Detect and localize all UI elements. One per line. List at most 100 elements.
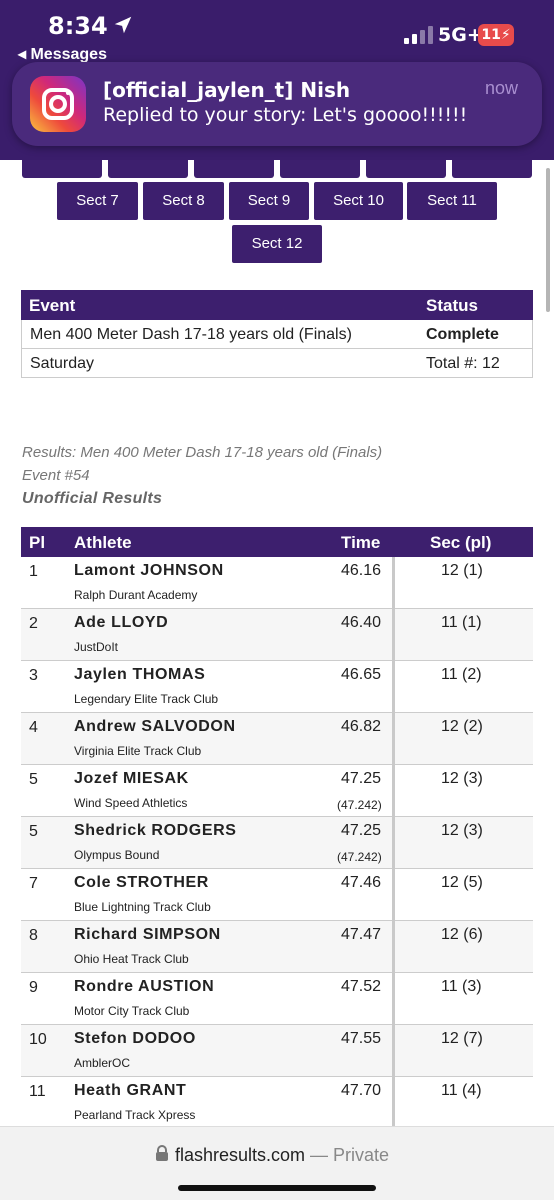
section-place-cell: 12 (3) [441, 770, 483, 787]
section-place-cell: 11 (1) [441, 614, 482, 631]
location-arrow-icon [114, 16, 132, 34]
private-mode-label: — Private [305, 1145, 390, 1165]
results-table-body: 1 Lamont JOHNSON 46.16 12 (1) Ralph Durant A… [21, 557, 533, 1129]
battery-level: 11 [481, 27, 501, 43]
pl-header: Pl [29, 533, 46, 552]
time-cell: 46.40 [341, 614, 382, 631]
athlete-name: Lamont JOHNSON [74, 562, 224, 579]
event-total: Total #: 12 [426, 355, 500, 372]
notification-time: now [484, 78, 518, 98]
athlete-header: Athlete [74, 533, 132, 552]
team-name: Wind Speed Athletics [74, 796, 188, 810]
table-row: 3 Jaylen THOMAS 46.65 11 (2) Legendary Elite… [21, 661, 533, 713]
table-row: 5 Jozef MIESAK 47.25 12 (3) Wind Speed Athle… [21, 765, 533, 817]
place-cell: 10 [29, 1031, 47, 1048]
place-cell: 5 [29, 823, 38, 840]
time-cell: 46.16 [341, 562, 382, 579]
table-row: 2 Ade LLOYD 46.40 11 (1) JustDoIt [21, 609, 533, 661]
event-day: Saturday [30, 355, 95, 372]
athlete-name: Heath GRANT [74, 1082, 187, 1099]
time-cell: 47.52 [341, 978, 382, 995]
instagram-icon [30, 76, 86, 132]
table-row: 11 Heath GRANT 47.70 11 (4) Pearland Track X… [21, 1077, 533, 1129]
place-cell: 5 [29, 771, 38, 788]
time-cell: 46.65 [341, 666, 382, 683]
team-name: Ralph Durant Academy [74, 588, 198, 602]
section-button-hidden[interactable] [280, 160, 360, 178]
time-cell: 47.46 [341, 874, 382, 891]
section-button-7[interactable]: Sect 7 [57, 182, 138, 220]
section-button-hidden[interactable] [22, 160, 102, 178]
section-button-8[interactable]: Sect 8 [143, 182, 224, 220]
athlete-name: Ade LLOYD [74, 614, 169, 631]
team-name: Legendary Elite Track Club [74, 692, 219, 706]
event-table-header: Event Status [21, 290, 533, 320]
team-name: Olympus Bound [74, 848, 160, 862]
table-row: 8 Richard SIMPSON 47.47 12 (6) Ohio Heat Tra… [21, 921, 533, 973]
team-name: Ohio Heat Track Club [74, 952, 189, 966]
place-cell: 9 [29, 979, 38, 996]
team-name: Virginia Elite Track Club [74, 744, 202, 758]
results-caption: Results: Men 400 Meter Dash 17-18 years … [22, 444, 383, 461]
place-cell: 8 [29, 927, 38, 944]
time-header: Time [341, 533, 381, 552]
results-table-header: Pl Athlete Time Sec (pl) [21, 527, 533, 557]
place-cell: 3 [29, 667, 38, 684]
place-cell: 4 [29, 719, 38, 736]
table-row: 1 Lamont JOHNSON 46.16 12 (1) Ralph Durant A… [21, 557, 533, 609]
place-cell: 7 [29, 875, 38, 892]
section-place-cell: 11 (3) [441, 978, 482, 995]
lock-icon [156, 1145, 168, 1161]
instagram-notification[interactable]: [official_jaylen_t] Nish Replied to your… [12, 62, 542, 146]
time-detail: (47.242) [337, 798, 382, 812]
section-place-cell: 11 (2) [441, 666, 482, 683]
section-place-cell: 12 (5) [441, 874, 483, 891]
team-name: AmblerOC [74, 1056, 131, 1070]
place-cell: 2 [29, 615, 38, 632]
scrollbar[interactable] [546, 168, 550, 312]
section-button-hidden[interactable] [108, 160, 188, 178]
place-cell: 11 [29, 1083, 46, 1100]
time-cell: 47.47 [341, 926, 382, 943]
back-to-messages[interactable]: ◂ Messages [18, 46, 107, 63]
event-header-label: Event [29, 296, 76, 315]
athlete-name: Richard SIMPSON [74, 926, 221, 943]
table-row: 7 Cole STROTHER 47.46 12 (5) Blue Lightning … [21, 869, 533, 921]
unofficial-results-label: Unofficial Results [22, 490, 163, 507]
section-place-cell: 12 (1) [441, 562, 483, 579]
notification-title: [official_jaylen_t] Nish [103, 78, 351, 102]
time-detail: (47.242) [337, 850, 382, 864]
time-cell: 47.55 [341, 1030, 382, 1047]
athlete-name: Jaylen THOMAS [74, 666, 206, 683]
section-place-cell: 12 (7) [441, 1030, 483, 1047]
url-text[interactable]: flashresults.com — Private [175, 1145, 389, 1166]
section-place-cell: 12 (2) [441, 718, 483, 735]
section-button-12[interactable]: Sect 12 [232, 225, 322, 263]
event-status: Complete [426, 326, 499, 343]
athlete-name: Rondre AUSTION [74, 978, 215, 995]
section-button-hidden[interactable] [452, 160, 532, 178]
section-button-hidden[interactable] [366, 160, 446, 178]
table-column-divider [392, 557, 395, 1127]
table-row: 10 Stefon DODOO 47.55 12 (7) AmblerOC [21, 1025, 533, 1077]
clock: 8:34 [48, 12, 108, 40]
time-cell: 47.25 [341, 822, 382, 839]
battery-icon: 11⚡ [478, 24, 514, 46]
team-name: Motor City Track Club [74, 1004, 190, 1018]
sec-header: Sec (pl) [430, 533, 492, 552]
network-type: 5G+ [438, 24, 483, 46]
section-button-9[interactable]: Sect 9 [229, 182, 309, 220]
url-bar[interactable]: flashresults.com — Private [0, 1126, 554, 1200]
notification-body: Replied to your story: Let's goooo!!!!!! [103, 104, 468, 126]
time-cell: 46.82 [341, 718, 382, 735]
event-day-row: Saturday Total #: 12 [21, 349, 533, 378]
url-domain: flashresults.com [175, 1145, 306, 1165]
time-cell: 47.25 [341, 770, 382, 787]
athlete-name: Shedrick RODGERS [74, 822, 237, 839]
home-indicator[interactable] [178, 1185, 376, 1191]
event-row: Men 400 Meter Dash 17-18 years old (Fina… [21, 320, 533, 349]
athlete-name: Stefon DODOO [74, 1030, 196, 1047]
section-button-10[interactable]: Sect 10 [314, 182, 403, 220]
section-button-11[interactable]: Sect 11 [407, 182, 497, 220]
section-button-hidden[interactable] [194, 160, 274, 178]
